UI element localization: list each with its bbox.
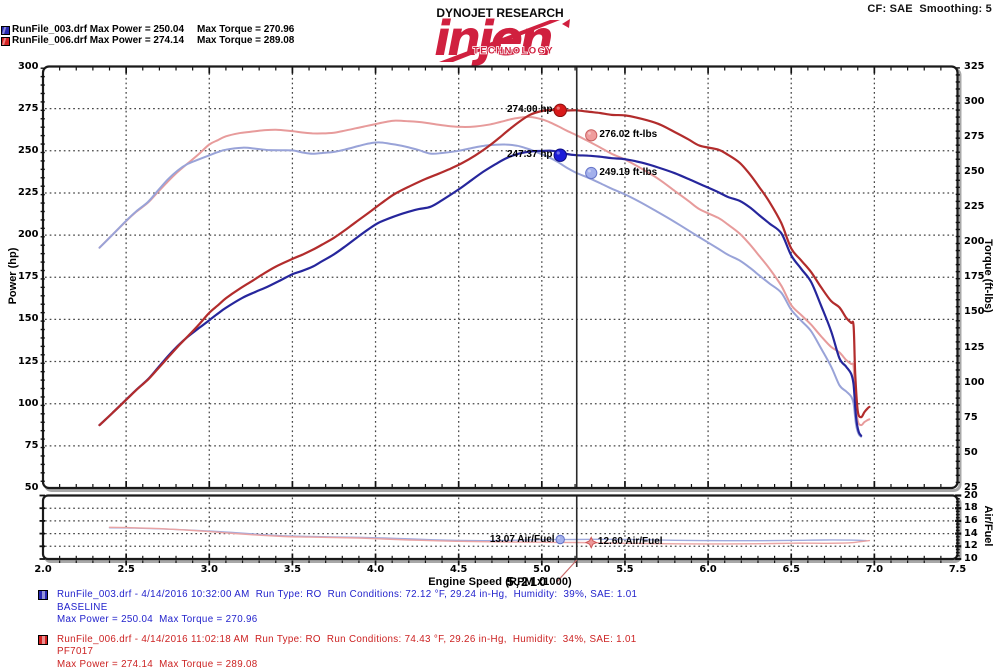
x-axis-title: Engine Speed (RPM x1000) [428, 576, 572, 588]
curve-runfile-003-torque [98, 141, 863, 438]
legend-swatch-blue [1, 26, 10, 35]
tick-label: 225 [964, 201, 985, 212]
run-info-line1: RunFile_003.drf - 4/14/2016 10:32:00 AM … [57, 589, 638, 600]
tick-label: 3.0 [200, 564, 218, 575]
tick-label: 275 [17, 102, 39, 114]
curve-runfile-006-air-fuel [108, 526, 871, 545]
footer-legend: RunFile_003.drf - 4/14/2016 10:32:00 AM … [38, 589, 988, 668]
tick-label: 12 [964, 540, 978, 552]
tick-label: 325 [964, 60, 985, 72]
axis-ticks [39, 67, 962, 566]
tick-label: 250 [17, 144, 39, 156]
tick-label: 125 [964, 341, 985, 353]
logo-arrow [562, 19, 570, 28]
run-info-runfile-003: RunFile_003.drf - 4/14/2016 10:32:00 AM … [38, 589, 988, 627]
tick-label: 25 [964, 482, 978, 493]
run-icon-red [38, 634, 48, 645]
tick-label: 275 [964, 130, 985, 142]
tick-label: 2.5 [117, 564, 135, 575]
tick-label: 5.0 [533, 564, 551, 575]
tick-label: 200 [964, 236, 985, 248]
tick-label: 3.5 [283, 564, 302, 575]
cf-smoothing-label: CF: SAE Smoothing: 5 [867, 3, 992, 15]
cursor-rpm-readout: 5,210 [506, 575, 549, 589]
legend-file-power-label: RunFile_003.drf Max Power = 250.04 [12, 24, 185, 35]
right-axis-title: Torque (ft-lbs) [982, 239, 994, 314]
tick-label: 100 [17, 397, 39, 409]
run-info-runfile-006: RunFile_006.drf - 4/14/2016 11:02:18 AM … [38, 634, 988, 668]
tick-label: 100 [964, 376, 985, 388]
tick-label: 200 [17, 229, 39, 241]
tick-label: 14 [964, 527, 978, 539]
tick-label: 2.0 [34, 564, 52, 575]
cursor-label-blue-torque: 249.19 ft-lbs [599, 167, 658, 178]
legend-torque-label: Max Torque = 289.08 [197, 34, 295, 46]
tick-label: 150 [964, 306, 985, 318]
tick-label: 5.5 [616, 564, 634, 575]
run-info-line3: Max Power = 250.04 Max Torque = 270.96 [57, 614, 258, 626]
tick-label: 300 [964, 95, 985, 107]
curve-runfile-006-torque [98, 115, 871, 427]
legend-swatch-red [1, 36, 10, 46]
tick-label: 75 [964, 411, 978, 423]
cursor-label-blue-power: 247.37 hp [506, 149, 553, 161]
tick-label: 6.5 [782, 564, 800, 575]
run-info-line2: PF7017 [57, 646, 94, 658]
run-info-line1: RunFile_006.drf - 4/14/2016 11:02:18 AM … [57, 633, 637, 645]
cursor-markers [553, 103, 598, 549]
tick-label: 4.5 [449, 564, 468, 575]
tick-label: 175 [964, 271, 985, 283]
tick-label: 150 [17, 313, 39, 325]
tick-label: 7.0 [865, 564, 884, 575]
tick-label: 6.0 [699, 564, 717, 575]
tick-label: 50 [964, 446, 978, 458]
marker-blue-af [555, 534, 565, 545]
run-info-line3: Max Power = 274.14 Max Torque = 289.08 [57, 658, 258, 668]
logo-sub-line: TECHNOLOGY [473, 46, 554, 57]
tick-label: 18 [964, 502, 978, 514]
logo-top-line: DYNOJET RESEARCH [436, 6, 563, 20]
cursor-label-red-torque: 276.02 ft-lbs [599, 129, 658, 141]
marker-red-af [584, 536, 598, 549]
tick-label: 175 [17, 271, 39, 283]
injen-logo: DYNOJET RESEARCH injen TECHNOLOGY [434, 6, 570, 66]
af-axis-title: Air/Fuel [982, 505, 994, 547]
run-icon-blue [38, 590, 48, 600]
legend-file-power-label: RunFile_006.drf Max Power = 274.14 [12, 34, 185, 46]
tick-label: 10 [964, 553, 978, 564]
run-info-line2: BASELINE [57, 601, 108, 613]
legend-torque-label: Max Torque = 270.96 [197, 24, 295, 35]
tick-label: 125 [17, 355, 39, 367]
tick-label: 16 [964, 514, 978, 526]
cursor-layer[interactable] [556, 67, 578, 583]
curve-runfile-003-air-fuel [108, 527, 867, 542]
logo-slash [439, 20, 560, 62]
main-series [98, 108, 871, 438]
cursor-label-red-power: 274.00 hp [506, 104, 553, 116]
marker-blue-power [553, 148, 567, 162]
curve-runfile-003-power [98, 149, 863, 437]
tick-label: 4.0 [366, 564, 385, 575]
plot-frames [41, 65, 962, 563]
marker-red-torque [585, 129, 598, 142]
tick-label: 20 [964, 489, 978, 501]
af-series [108, 526, 871, 545]
marker-blue-torque [585, 166, 598, 180]
tick-label: 75 [24, 439, 39, 451]
tick-label: 300 [17, 60, 39, 72]
marker-red-power [553, 103, 567, 118]
tick-label: 250 [964, 165, 985, 177]
left-axis-title: Power (hp) [6, 247, 19, 305]
gridlines [45, 68, 956, 557]
tick-label: 50 [24, 482, 39, 493]
tick-label: 7.5 [948, 564, 967, 575]
tick-label: 225 [17, 186, 39, 198]
cursor-label-blue-af: 13.07 Air/Fuel [489, 533, 555, 545]
cursor-label-red-af: 12.60 Air/Fuel [597, 536, 663, 548]
curve-runfile-006-power [98, 108, 871, 427]
